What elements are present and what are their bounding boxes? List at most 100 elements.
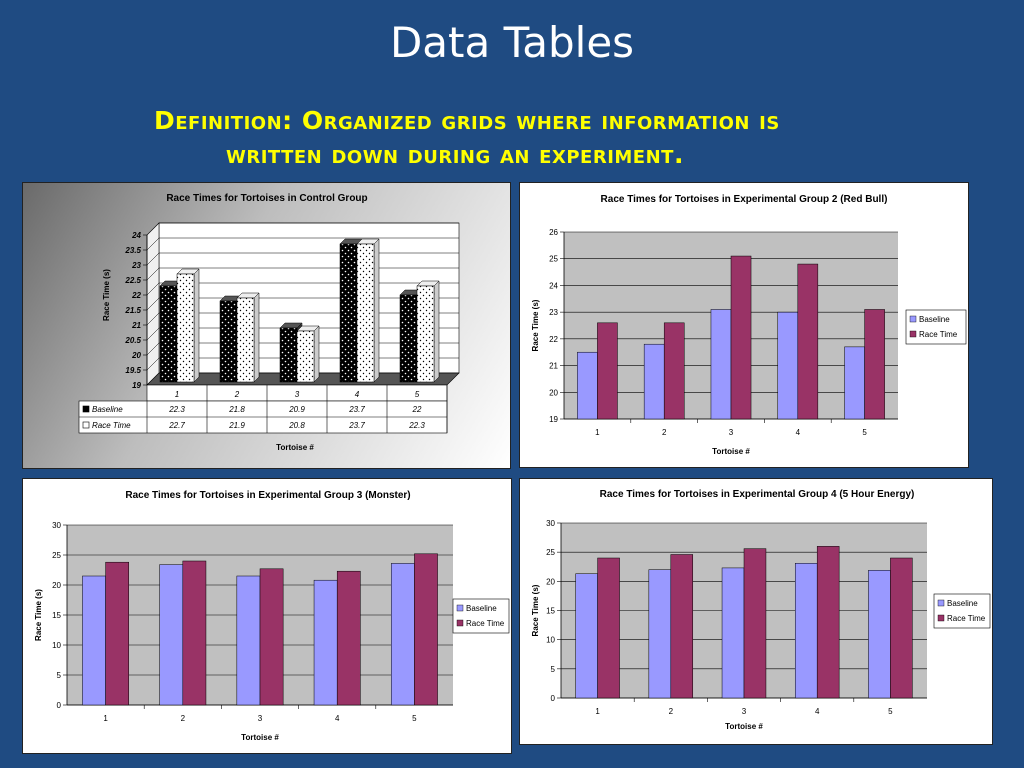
y-tick-label: 5: [551, 665, 556, 674]
x-tick-label: 3: [295, 390, 300, 399]
table-cell-value: 23.7: [348, 421, 365, 430]
bar-race-time: [336, 570, 361, 706]
legend-label: Race Time: [466, 619, 505, 628]
bar-baseline: [159, 285, 178, 383]
bar-race-time: [176, 273, 195, 383]
bar-race-time: [743, 548, 767, 699]
table-cell-value: 21.9: [228, 421, 245, 430]
y-axis-label: Race Time (s): [531, 584, 540, 636]
x-tick-label: 4: [335, 714, 340, 723]
y-tick-label: 30: [52, 521, 61, 530]
gridline-side: [146, 297, 160, 311]
bar-race-time: [414, 553, 438, 706]
legend-swatch: [82, 405, 90, 413]
bar-race-time-side: [193, 268, 200, 383]
y-tick-label: 5: [57, 671, 62, 680]
y-tick-label: 24: [549, 281, 558, 290]
bar-race-time: [296, 330, 315, 383]
bar-baseline: [577, 351, 598, 420]
table-cell-value: 21.8: [228, 405, 245, 414]
y-tick-label: 21: [131, 321, 141, 330]
chart-title: Race Times for Tortoises in Experimental…: [601, 194, 888, 205]
y-axis-label: Race Time (s): [102, 269, 111, 321]
x-tick-label: 1: [595, 428, 600, 437]
x-axis-label: Tortoise #: [276, 443, 314, 452]
legend-swatch: [909, 330, 917, 338]
bar-race-time: [864, 309, 885, 420]
y-tick-label: 26: [549, 228, 558, 237]
bar-baseline: [868, 570, 891, 699]
legend-swatch: [456, 619, 464, 627]
bar-race-time: [797, 263, 819, 420]
bar-race-time: [182, 560, 207, 706]
y-tick-label: 25: [549, 255, 558, 264]
bar-baseline: [82, 575, 106, 706]
x-tick-label: 3: [742, 707, 747, 716]
x-tick-label: 1: [175, 390, 179, 399]
control-group-chart: Race Times for Tortoises in Control Grou…: [78, 193, 460, 452]
bar-baseline: [575, 573, 598, 699]
gridline-side: [146, 342, 160, 356]
five-hour-energy-chart-panel: Race Times for Tortoises in Experimental…: [519, 478, 993, 745]
bar-baseline: [721, 567, 745, 699]
legend-swatch: [937, 599, 945, 607]
y-tick-label: 21: [549, 362, 558, 371]
y-tick-label: 19.5: [125, 366, 141, 375]
chart-title: Race Times for Tortoises in Control Grou…: [166, 193, 367, 204]
bar-race-time: [416, 285, 435, 383]
bar-baseline: [390, 563, 415, 706]
y-tick-label: 23: [549, 308, 558, 317]
x-tick-label: 1: [595, 707, 600, 716]
gridline-side: [146, 282, 160, 296]
y-tick-label: 10: [546, 636, 555, 645]
x-tick-label: 4: [355, 390, 360, 399]
bar-race-time: [670, 554, 694, 699]
legend-swatch: [909, 315, 917, 323]
x-tick-label: 2: [181, 714, 186, 723]
legend-swatch: [82, 421, 90, 429]
red-bull-chart: Race Times for Tortoises in Experimental…: [531, 194, 967, 456]
bar-race-time: [890, 557, 913, 699]
y-axis-label: Race Time (s): [34, 589, 43, 641]
x-tick-label: 4: [796, 428, 801, 437]
gridline-side: [146, 237, 160, 251]
x-tick-label: 4: [815, 707, 820, 716]
x-tick-label: 3: [729, 428, 734, 437]
gridline-side: [146, 267, 160, 281]
legend-label: Baseline: [92, 405, 123, 414]
y-tick-label: 19: [132, 381, 141, 390]
y-tick-label: 19: [549, 415, 558, 424]
y-tick-label: 0: [57, 701, 62, 710]
legend-label: Baseline: [466, 604, 497, 613]
gridline-side: [146, 252, 160, 266]
monster-chart-panel: Race Times for Tortoises in Experimental…: [22, 478, 512, 754]
x-tick-label: 1: [103, 714, 108, 723]
legend-label: Race Time: [947, 614, 986, 623]
table-cell-value: 23.7: [348, 405, 365, 414]
x-tick-label: 3: [258, 714, 263, 723]
bar-baseline: [643, 343, 665, 420]
y-tick-label: 30: [546, 519, 555, 528]
table-cell-value: 22: [412, 405, 422, 414]
y-axis-label: Race Time (s): [531, 299, 540, 351]
x-axis-label: Tortoise #: [241, 733, 279, 742]
y-tick-label: 15: [52, 611, 61, 620]
x-tick-label: 5: [862, 428, 867, 437]
bar-baseline: [159, 564, 184, 706]
y-tick-label: 20: [52, 581, 61, 590]
y-tick-label: 20: [549, 388, 558, 397]
bar-race-time-side: [373, 238, 380, 383]
y-tick-label: 20: [546, 577, 555, 586]
y-tick-label: 20: [131, 351, 141, 360]
y-tick-label: 23.5: [124, 246, 141, 255]
y-tick-label: 23: [131, 261, 141, 270]
bar-race-time: [356, 243, 375, 383]
x-tick-label: 2: [662, 428, 667, 437]
bar-race-time: [730, 255, 752, 420]
bar-baseline: [313, 579, 338, 706]
gridline-side: [146, 327, 160, 341]
legend-label: Race Time: [919, 330, 958, 339]
x-tick-label: 2: [669, 707, 674, 716]
red-bull-chart-panel: Race Times for Tortoises in Experimental…: [519, 182, 969, 468]
gridline-side: [146, 372, 160, 386]
